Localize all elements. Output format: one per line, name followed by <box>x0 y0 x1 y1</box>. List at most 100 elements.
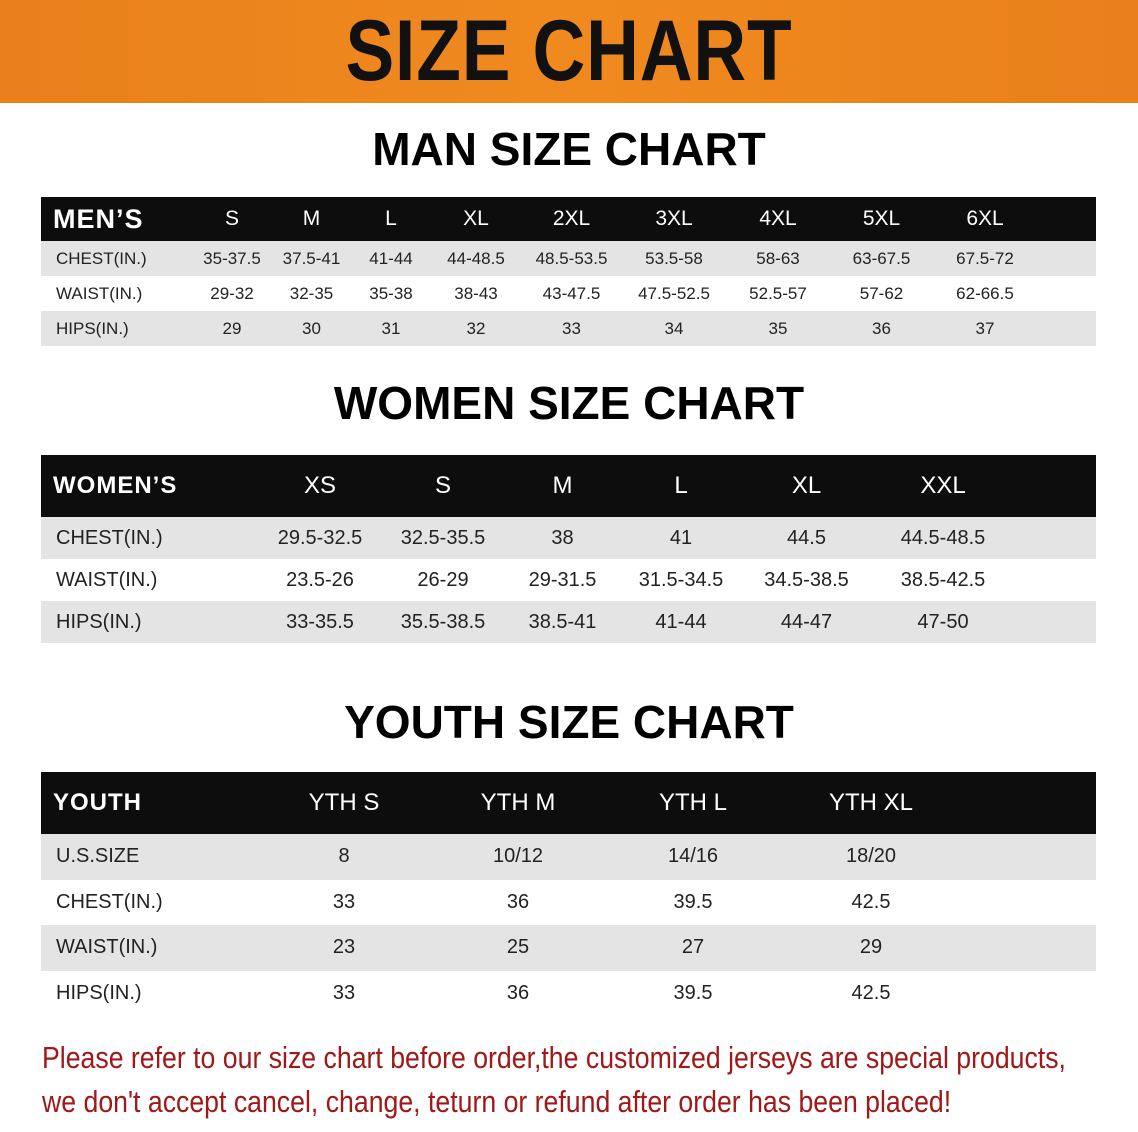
table-cell: 33-35.5 <box>286 610 354 633</box>
table-row: WAIST(IN.) 23.5-26 26-29 29-31.5 31.5-34.5 34… <box>41 559 1096 601</box>
table-cell: 34 <box>664 318 684 338</box>
table-cell: 37.5-41 <box>282 248 341 268</box>
table-cell: 42.5 <box>851 981 891 1004</box>
table-cell: 32-35 <box>289 283 334 303</box>
table-row: HIPS(IN.) 33-35.5 35.5-38.5 38.5-41 41-44 44-… <box>41 601 1096 643</box>
table-header-row: MEN’S S M L XL 2XL 3XL 4XL 5XL 6XL <box>41 197 1096 241</box>
table-cell: 36 <box>506 890 530 913</box>
row-label: HIPS(IN.) <box>56 981 142 1004</box>
table-cell: 26-29 <box>417 568 469 591</box>
table-cell: 44.5-48.5 <box>900 526 986 549</box>
table-cell: 27 <box>681 936 705 959</box>
women-size-table: WOMEN’S XS S M L XL XXL CHEST(IN.) 29.5-32.5 32.5… <box>41 455 1096 643</box>
table-cell: 33 <box>332 890 356 913</box>
table-row: HIPS(IN.) 33 36 39.5 42.5 <box>41 970 1096 1016</box>
table-cell: 39.5 <box>673 890 713 913</box>
size-header: 5XL <box>862 207 901 230</box>
table-cell: 36 <box>872 318 891 338</box>
table-cell: 43-47.5 <box>542 283 601 303</box>
table-cell: 29 <box>859 936 883 959</box>
table-row: WAIST(IN.) 23 25 27 29 <box>41 925 1096 971</box>
table-cell: 35 <box>768 318 788 338</box>
table-cell: 38 <box>551 526 574 549</box>
row-label: CHEST(IN.) <box>56 526 163 549</box>
row-label: YOUTH <box>53 789 142 816</box>
size-header: XXL <box>920 472 966 499</box>
row-label: U.S.SIZE <box>56 845 140 868</box>
table-cell: 63-67.5 <box>852 248 911 268</box>
table-cell: 10/12 <box>492 845 544 868</box>
table-cell: 39.5 <box>673 981 713 1004</box>
table-cell: 14/16 <box>667 845 719 868</box>
size-header: XL <box>463 207 489 230</box>
table-cell: 32 <box>466 318 486 338</box>
table-row: U.S.SIZE 8 10/12 14/16 18/20 <box>41 834 1096 880</box>
table-row: WAIST(IN.) 29-32 32-35 35-38 38-43 43-47.5 47.… <box>41 276 1096 311</box>
size-header: M <box>552 472 573 499</box>
table-cell: 38-43 <box>454 283 498 303</box>
table-cell: 18/20 <box>845 845 897 868</box>
size-header: S <box>434 472 451 499</box>
table-cell: 31 <box>381 318 401 338</box>
table-cell: 37 <box>975 318 995 338</box>
table-cell: 41-44 <box>655 610 707 633</box>
table-row: HIPS(IN.) 29 30 31 32 33 34 35 36 37 <box>41 311 1096 346</box>
table-cell: 41-44 <box>369 248 413 268</box>
size-header: S <box>224 207 239 230</box>
table-row: CHEST(IN.) 33 36 39.5 42.5 <box>41 879 1096 925</box>
table-header-row: WOMEN’S XS S M L XL XXL <box>41 455 1096 517</box>
banner-title: SIZE CHART <box>345 3 793 99</box>
table-cell: 52.5-57 <box>749 283 807 303</box>
women-section-title: WOMEN SIZE CHART <box>333 377 805 429</box>
size-header: M <box>302 207 321 230</box>
row-label: MEN’S <box>53 203 144 234</box>
table-cell: 29-31.5 <box>528 568 597 591</box>
table-cell: 35-38 <box>369 283 413 303</box>
table-cell: 31.5-34.5 <box>638 568 724 591</box>
table-row: CHEST(IN.) 29.5-32.5 32.5-35.5 38 41 44.5 44.5… <box>41 517 1096 559</box>
note-line-1: Please refer to our size chart before or… <box>42 1040 1066 1075</box>
row-label: WAIST(IN.) <box>56 283 143 303</box>
youth-section-title: YOUTH SIZE CHART <box>344 696 794 748</box>
size-header: YTH S <box>308 789 380 816</box>
table-cell: 35.5-38.5 <box>400 610 486 633</box>
table-row: CHEST(IN.) 35-37.5 37.5-41 41-44 44-48.5 48.5… <box>41 241 1096 276</box>
table-cell: 35-37.5 <box>203 248 261 268</box>
table-cell: 67.5-72 <box>956 248 1014 268</box>
table-cell: 32.5-35.5 <box>400 526 486 549</box>
men-section-title: MAN SIZE CHART <box>372 123 766 175</box>
row-label: WAIST(IN.) <box>56 936 158 959</box>
table-cell: 29 <box>222 318 242 338</box>
size-header: L <box>674 472 688 499</box>
table-cell: 47.5-52.5 <box>638 283 710 303</box>
youth-size-table: YOUTH YTH S YTH M YTH L YTH XL U.S.SIZE 8 10/12… <box>41 772 1096 1016</box>
table-cell: 42.5 <box>851 890 891 913</box>
size-header: XL <box>791 472 822 499</box>
table-cell: 48.5-53.5 <box>535 248 608 268</box>
size-header: YTH L <box>658 789 727 816</box>
table-cell: 29-32 <box>210 283 254 303</box>
table-cell: 25 <box>506 936 530 959</box>
table-cell: 53.5-58 <box>645 248 703 268</box>
size-header: L <box>385 207 397 230</box>
table-cell: 33 <box>562 318 581 338</box>
table-cell: 47-50 <box>917 610 969 633</box>
size-header: 3XL <box>655 207 693 230</box>
table-cell: 30 <box>302 318 321 338</box>
table-cell: 33 <box>332 981 356 1004</box>
table-cell: 38.5-42.5 <box>900 568 986 591</box>
row-label: CHEST(IN.) <box>56 890 163 913</box>
row-label: WOMEN’S <box>53 472 178 499</box>
row-label: WAIST(IN.) <box>56 568 158 591</box>
table-cell: 44-48.5 <box>447 248 505 268</box>
size-header: 4XL <box>759 207 797 230</box>
table-cell: 8 <box>338 845 350 868</box>
size-header: 2XL <box>552 207 591 230</box>
row-label: CHEST(IN.) <box>56 248 147 268</box>
order-policy-note: Please refer to our size chart before or… <box>42 1036 1066 1124</box>
men-size-table: MEN’S S M L XL 2XL 3XL 4XL 5XL 6XL CHEST(IN.) 35-37… <box>41 197 1096 346</box>
size-header: 6XL <box>966 207 1004 230</box>
table-cell: 34.5-38.5 <box>764 568 849 591</box>
table-cell: 44-47 <box>780 610 833 633</box>
table-cell: 23 <box>332 936 356 959</box>
